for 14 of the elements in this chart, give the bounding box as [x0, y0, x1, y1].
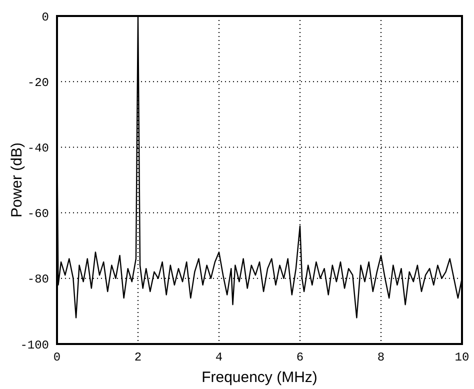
- x-tick-label: 2: [134, 350, 142, 365]
- y-tick-label: -80: [27, 272, 49, 287]
- y-tick-label: 0: [42, 10, 49, 24]
- x-axis-title: Frequency (MHz): [202, 369, 318, 386]
- y-tick-label: -40: [27, 141, 49, 156]
- y-tick-label: -100: [20, 338, 49, 352]
- x-tick-label: 6: [296, 350, 304, 365]
- x-tick-label: 4: [215, 350, 223, 365]
- y-tick-label: -60: [27, 207, 49, 222]
- x-tick-label: 8: [377, 350, 385, 365]
- y-axis-title: Power (dB): [8, 142, 26, 218]
- x-tick-label: 10: [454, 350, 470, 365]
- y-tick-label: -20: [27, 76, 49, 90]
- x-tick-label: 0: [53, 350, 61, 365]
